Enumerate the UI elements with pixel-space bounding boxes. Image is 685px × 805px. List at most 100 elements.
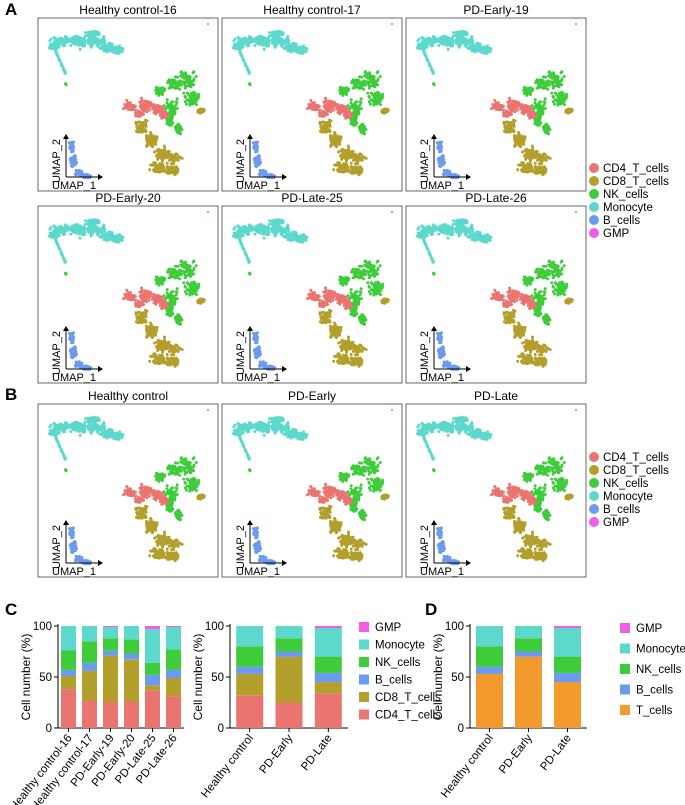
umap-point: [452, 31, 456, 35]
umap-ylabel: UMAP_2: [235, 139, 247, 183]
umap-point: [562, 99, 566, 103]
umap-point: [345, 166, 349, 170]
umap-point: [246, 67, 249, 70]
umap-point: [359, 166, 363, 170]
umap-point: [128, 102, 132, 105]
umap-point: [79, 39, 83, 43]
umap-point: [165, 118, 169, 122]
umap-point: [447, 42, 450, 45]
umap-point: [184, 71, 188, 75]
umap-point: [177, 122, 181, 126]
umap-point: [367, 83, 371, 87]
umap-point: [146, 143, 150, 147]
umap-point: [341, 164, 345, 167]
umap-point: [155, 89, 159, 93]
umap-point: [530, 87, 534, 91]
umap-point: [334, 107, 338, 111]
umap-point: [168, 153, 172, 157]
umap-point: [279, 32, 283, 35]
umap-point: [163, 170, 167, 174]
umap-point: [420, 40, 424, 44]
umap-point: [72, 162, 76, 166]
umap-point: [329, 139, 333, 143]
umap-point: [171, 159, 175, 163]
umap-point: [559, 98, 563, 102]
umap-point: [231, 46, 235, 50]
umap-point: [168, 119, 172, 123]
umap-point: [99, 41, 103, 45]
umap-point: [152, 162, 156, 166]
umap-point: [183, 83, 187, 87]
umap-point: [358, 81, 362, 85]
umap-point: [420, 35, 424, 39]
umap-point: [159, 152, 163, 156]
umap-point: [237, 47, 241, 51]
umap-point: [56, 38, 59, 42]
umap-point: [469, 36, 473, 40]
umap-point: [331, 108, 335, 112]
umap-point: [477, 46, 481, 50]
umap-point: [523, 89, 527, 93]
umap-point: [334, 144, 338, 148]
umap-point: [308, 103, 312, 107]
umap-point: [124, 103, 128, 107]
umap-point: [522, 85, 526, 89]
umap-point: [344, 149, 348, 153]
umap-point: [353, 84, 356, 88]
umap-point: [363, 127, 367, 131]
umap-point: [173, 112, 177, 116]
umap-point: [560, 94, 564, 98]
umap-point: [551, 83, 555, 87]
umap-point: [333, 130, 336, 134]
umap-point: [185, 102, 188, 106]
umap-point: [522, 112, 526, 116]
umap-point: [253, 143, 257, 147]
umap-point: [197, 92, 201, 96]
umap-point: [76, 38, 80, 42]
umap-point: [154, 110, 157, 113]
umap-point: [346, 87, 350, 91]
umap-point: [252, 146, 256, 150]
umap-point: [323, 105, 327, 108]
umap-point: [339, 89, 343, 93]
umap-point: [358, 75, 361, 79]
umap-point: [550, 76, 554, 80]
umap-point: [60, 64, 64, 68]
umap-point: [289, 48, 293, 51]
umap-point: [154, 104, 158, 108]
umap-point: [194, 75, 198, 78]
umap-point: [69, 157, 73, 160]
umap-point: [485, 47, 489, 51]
umap-point: [238, 51, 242, 55]
umap-point: [61, 41, 65, 45]
umap-point: [161, 166, 165, 170]
umap-point: [338, 104, 342, 108]
umap-point: [145, 119, 149, 123]
umap-point: [328, 104, 332, 108]
umap-point: [560, 77, 564, 81]
umap-point: [150, 107, 154, 111]
umap-point: [488, 50, 492, 54]
umap-point: [551, 95, 555, 99]
umap-point: [173, 86, 177, 90]
umap-point: [154, 165, 158, 169]
umap-point: [556, 78, 560, 82]
umap-point: [354, 79, 358, 83]
umap-point: [328, 122, 332, 126]
umap-point: [82, 43, 86, 47]
umap-point: [542, 100, 546, 104]
umap-point: [533, 104, 537, 108]
umap-point: [174, 75, 177, 79]
umap-point: [463, 43, 467, 47]
umap-point: [438, 39, 442, 43]
umap-point: [149, 130, 152, 134]
umap-point: [178, 87, 182, 91]
umap-point: [165, 161, 169, 165]
umap-point: [109, 46, 113, 50]
umap-point: [175, 166, 179, 170]
umap-point: [352, 153, 356, 157]
umap-point: [241, 58, 245, 62]
umap-point: [170, 167, 174, 171]
